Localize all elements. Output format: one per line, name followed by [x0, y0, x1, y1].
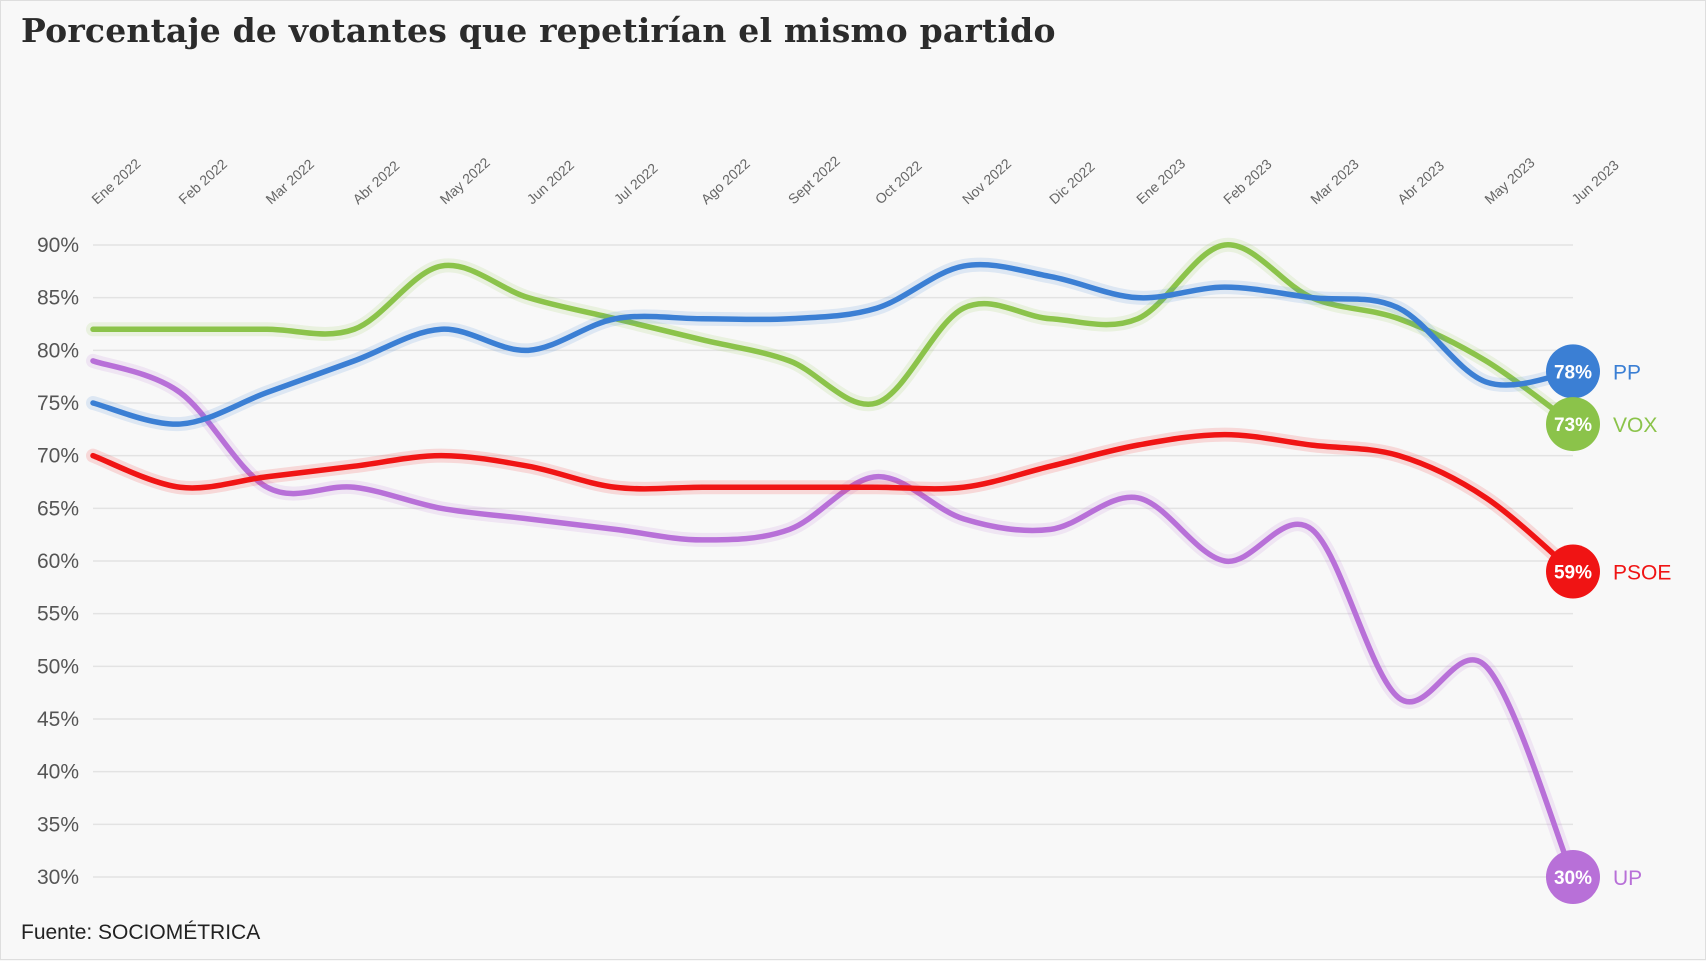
x-tick-label: Abr 2023: [1394, 157, 1447, 207]
series-label-vox: VOX: [1613, 414, 1657, 437]
end-value-psoe: 59%: [1554, 563, 1592, 584]
series-line-pp: [90, 261, 1576, 427]
end-value-vox: 73%: [1554, 415, 1592, 436]
y-tick-label: 30%: [37, 866, 79, 889]
end-value-up: 30%: [1554, 868, 1592, 889]
series-label-pp: PP: [1613, 361, 1641, 384]
x-tick-label: Feb 2022: [175, 156, 230, 208]
x-tick-label: Sept 2022: [785, 152, 843, 207]
y-tick-label: 65%: [37, 497, 79, 520]
end-value-pp: 78%: [1554, 362, 1592, 383]
series-line-psoe: [90, 431, 1576, 575]
x-tick-label: Ene 2023: [1133, 155, 1188, 207]
x-tick-label: Mar 2023: [1307, 156, 1362, 208]
y-tick-label: 70%: [37, 445, 79, 468]
x-tick-label: Jun 2023: [1568, 157, 1622, 208]
y-tick-label: 60%: [37, 550, 79, 573]
source-note: Fuente: SOCIOMÉTRICA: [21, 921, 261, 944]
end-marker-up: [1546, 850, 1600, 904]
end-marker-pp: [1546, 344, 1600, 399]
y-tick-label: 80%: [37, 339, 79, 362]
y-tick-label: 50%: [37, 655, 79, 678]
end-marker-vox: [1546, 397, 1600, 452]
x-tick-label: May 2023: [1481, 154, 1538, 207]
x-tick-label: Abr 2022: [349, 157, 402, 207]
chart-title: Porcentaje de votantes que repetirían el…: [21, 11, 1056, 50]
y-tick-label: 35%: [37, 813, 79, 836]
x-tick-label: Ene 2022: [88, 155, 143, 207]
series-label-up: UP: [1613, 867, 1642, 890]
y-tick-label: 75%: [37, 392, 79, 415]
x-tick-label: May 2022: [437, 154, 494, 207]
x-tick-label: Oct 2022: [872, 157, 925, 207]
x-tick-label: Jul 2022: [611, 160, 661, 207]
y-tick-label: 45%: [37, 708, 79, 731]
series-glow-up: [86, 353, 1580, 884]
series-glow-pp: [86, 257, 1580, 432]
x-tick-label: Nov 2022: [959, 155, 1014, 207]
x-tick-label: Feb 2023: [1220, 156, 1275, 208]
y-tick-label: 85%: [37, 287, 79, 310]
x-tick-label: Mar 2022: [262, 156, 317, 208]
y-tick-label: 40%: [37, 761, 79, 784]
y-tick-label: 55%: [37, 603, 79, 626]
series-line-up: [90, 358, 1576, 880]
y-tick-label: 90%: [37, 234, 79, 257]
x-tick-label: Ago 2022: [698, 155, 753, 207]
series-label-psoe: PSOE: [1613, 562, 1671, 585]
x-tick-label: Jun 2022: [524, 157, 578, 208]
end-marker-psoe: [1546, 544, 1600, 599]
x-tick-label: Dic 2022: [1046, 158, 1098, 207]
